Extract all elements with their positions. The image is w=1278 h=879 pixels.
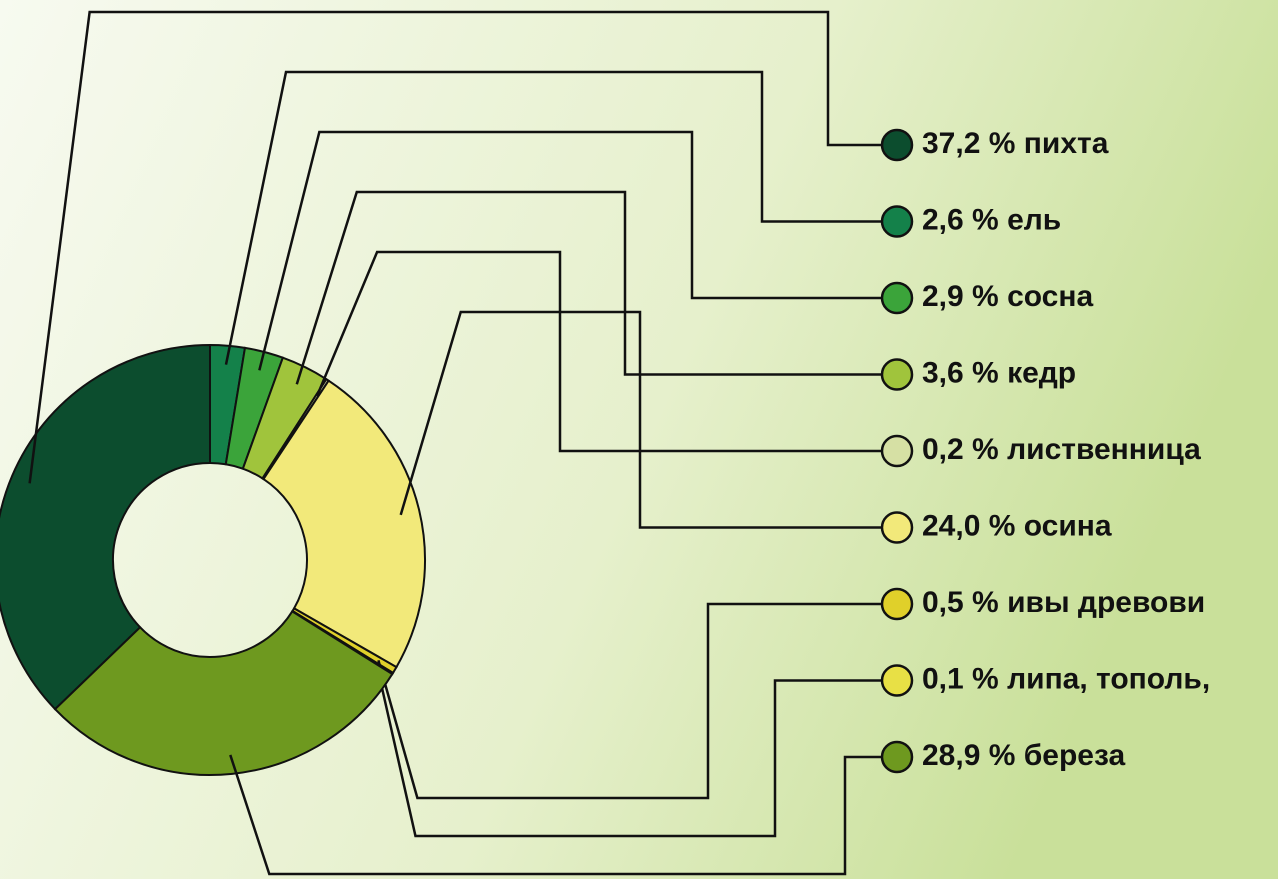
value-label: 0,5 % [922,586,999,619]
category-label: лиственница [1007,433,1201,466]
leader-line [377,602,897,800]
legend-marker [880,128,914,162]
category-label: сосна [1007,280,1093,313]
legend-label: 0,5 % ивы древови [922,586,1205,619]
legend-marker [880,281,914,315]
leader-line [258,130,897,371]
legend-label: 2,6 % ель [922,203,1061,236]
value-label: 37,2 % [922,127,1015,160]
value-label: 2,9 % [922,280,999,313]
leader-line [375,663,897,838]
legend-label: 0,1 % липа, тополь, [922,662,1210,695]
legend-label: 24,0 % осина [922,509,1112,542]
value-label: 2,6 % [922,203,999,236]
slice [262,379,426,669]
slice [0,343,211,711]
legend-label: 37,2 % пихта [922,127,1109,160]
legend-marker [880,205,914,238]
leader-line [399,310,897,529]
legend-label: 2,9 % сосна [922,280,1093,313]
leader-line [229,754,897,876]
category-label: кедр [1007,356,1076,389]
legend-label: 3,6 % кедр [922,356,1076,389]
value-label: 28,9 % [922,739,1015,772]
category-label: осина [1024,509,1112,542]
legend-marker [880,740,914,774]
slice [53,610,394,776]
category-label: ивы древови [1007,586,1205,619]
legend-label: 28,9 % береза [922,739,1125,772]
value-label: 0,1 % [922,662,999,695]
legend-marker [880,587,914,621]
leader-line [315,250,897,453]
category-label: липа, тополь, [1007,662,1210,695]
leader-line [28,10,897,484]
legend-marker [880,664,914,697]
value-label: 0,2 % [922,433,999,466]
category-label: ель [1007,203,1061,236]
legend-marker [880,358,914,391]
legend-marker [880,434,914,468]
legend-label: 0,2 % лиственница [922,433,1201,466]
value-label: 24,0 % [922,509,1015,542]
category-label: пихта [1024,127,1109,160]
value-label: 3,6 % [922,356,999,389]
leader-line [224,70,897,365]
category-label: береза [1024,739,1126,772]
leader-line [295,190,897,385]
legend-marker [880,511,914,544]
